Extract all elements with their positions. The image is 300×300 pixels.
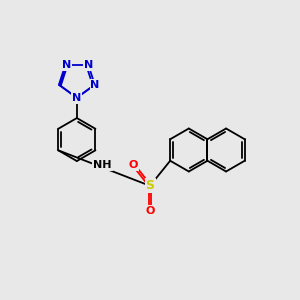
Text: N: N — [90, 80, 100, 90]
Text: N: N — [72, 93, 82, 103]
Text: O: O — [145, 206, 155, 216]
Text: NH: NH — [93, 160, 112, 170]
Text: O: O — [129, 160, 138, 170]
Text: N: N — [62, 60, 71, 70]
Text: N: N — [84, 60, 93, 70]
Text: S: S — [146, 179, 154, 192]
